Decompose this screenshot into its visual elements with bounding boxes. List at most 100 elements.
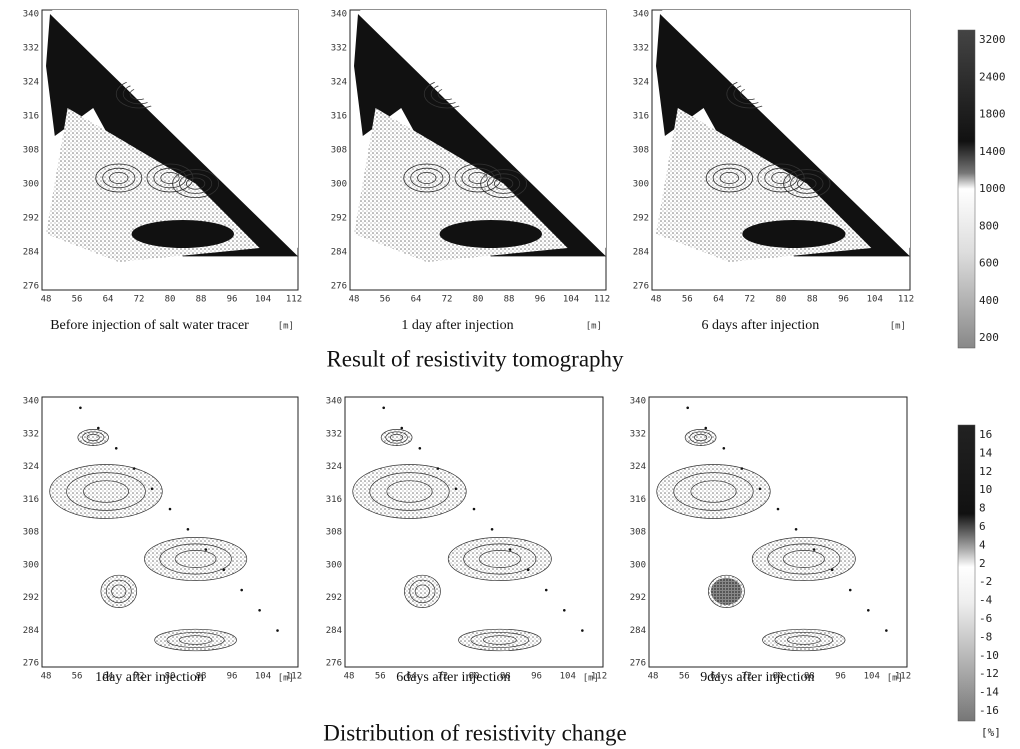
x-tick-label: 80: [165, 295, 176, 305]
y-tick-label: 316: [326, 495, 342, 505]
y-tick-label: 340: [633, 10, 649, 20]
contour: [105, 579, 132, 604]
x-tick-label: 56: [72, 295, 83, 305]
electrode: [97, 426, 100, 430]
x-tick-label: 88: [804, 672, 815, 682]
panel-caption: 1day after injection: [95, 670, 204, 685]
electrode: [382, 406, 386, 410]
y-tick-label: 300: [23, 560, 39, 570]
no-data: [360, 10, 606, 248]
y-tick-label: 308: [326, 528, 342, 538]
contour: [478, 550, 521, 568]
contour: [185, 177, 206, 190]
electrode: [776, 507, 780, 511]
x-tick-label: 64: [713, 295, 724, 305]
y-tick-label: 284: [23, 626, 39, 636]
electrode: [222, 568, 226, 572]
x-tick-label: 72: [134, 672, 145, 682]
x-tick-label: 80: [773, 672, 784, 682]
electrode: [418, 447, 422, 450]
electrode: [544, 588, 548, 592]
x-tick-label: 112: [895, 672, 911, 682]
y-tick-label: 316: [23, 495, 39, 505]
x-tick-label: 72: [741, 672, 752, 682]
x-tick-label: 96: [835, 672, 846, 682]
strong-zone: [710, 577, 742, 605]
contour: [83, 480, 129, 503]
electrode: [885, 629, 888, 632]
contour: [159, 543, 232, 575]
x-tick-label: 96: [531, 672, 542, 682]
colorbar-label: -4: [979, 594, 993, 607]
x-tick-label: 112: [286, 295, 302, 305]
colorbar-label: -8: [979, 630, 992, 643]
no-data: [662, 10, 910, 248]
x-tick-label: 56: [375, 672, 386, 682]
y-tick-label: 332: [23, 44, 39, 54]
colorbar-label: 16: [979, 428, 992, 441]
electrode: [132, 467, 136, 470]
x-tick-label: 56: [679, 672, 690, 682]
colorbar-label: -14: [979, 686, 999, 699]
y-tick-label: 284: [630, 626, 646, 636]
contour: [166, 632, 225, 648]
panel-caption: 9days after injection: [700, 670, 814, 685]
x-tick-label: 104: [864, 672, 880, 682]
electrode: [186, 528, 190, 531]
x-tick-label: 88: [500, 672, 511, 682]
electrode: [79, 406, 82, 410]
y-tick-label: 340: [331, 10, 347, 20]
contour: [463, 543, 537, 575]
colorbar-label: 600: [979, 257, 999, 270]
colorbar-label: 12: [979, 465, 992, 478]
axis-unit: [m]: [887, 674, 903, 684]
panel-caption: 6days after injection: [396, 670, 510, 685]
y-tick-label: 340: [23, 10, 39, 20]
electrode: [150, 487, 154, 491]
colorbar-label: 1400: [979, 145, 1006, 158]
electrode: [867, 609, 870, 612]
colorbar-label: -12: [979, 667, 999, 680]
colorbar: [957, 424, 976, 722]
y-tick-label: 308: [23, 146, 39, 156]
y-tick-label: 332: [23, 429, 39, 439]
contour: [782, 550, 825, 568]
panel-caption: Before injection of salt water tracer: [50, 318, 249, 333]
colorbar-label: -10: [979, 649, 999, 662]
x-tick-label: 48: [41, 672, 52, 682]
x-tick-label: 64: [103, 672, 114, 682]
x-tick-label: 96: [227, 672, 238, 682]
x-tick-label: 112: [594, 295, 610, 305]
x-tick-label: 56: [380, 295, 391, 305]
colorbar-label: 4: [979, 538, 986, 551]
x-tick-label: 88: [504, 295, 515, 305]
x-tick-label: 64: [103, 295, 114, 305]
contour: [783, 169, 831, 199]
electrode: [563, 609, 566, 612]
low-zone: [439, 220, 542, 248]
contour: [690, 480, 737, 503]
x-tick-label: 80: [473, 295, 484, 305]
y-tick-label: 308: [633, 146, 649, 156]
contour: [66, 472, 146, 511]
contour: [160, 171, 180, 184]
contour: [482, 635, 517, 645]
x-tick-label: 96: [838, 295, 849, 305]
colorbar-label: 14: [979, 446, 993, 459]
contour: [409, 579, 436, 604]
x-tick-label: 72: [134, 295, 145, 305]
x-tick-label: 48: [349, 295, 360, 305]
electrode: [758, 487, 762, 491]
contour: [369, 472, 450, 511]
low-zone: [742, 220, 846, 248]
colorbar-label: 6: [979, 520, 986, 533]
y-tick-label: 284: [331, 248, 347, 258]
electrode: [704, 426, 708, 430]
y-tick-label: 276: [633, 282, 649, 292]
x-tick-label: 80: [165, 672, 176, 682]
y-tick-label: 292: [633, 214, 649, 224]
y-tick-label: 300: [331, 180, 347, 190]
